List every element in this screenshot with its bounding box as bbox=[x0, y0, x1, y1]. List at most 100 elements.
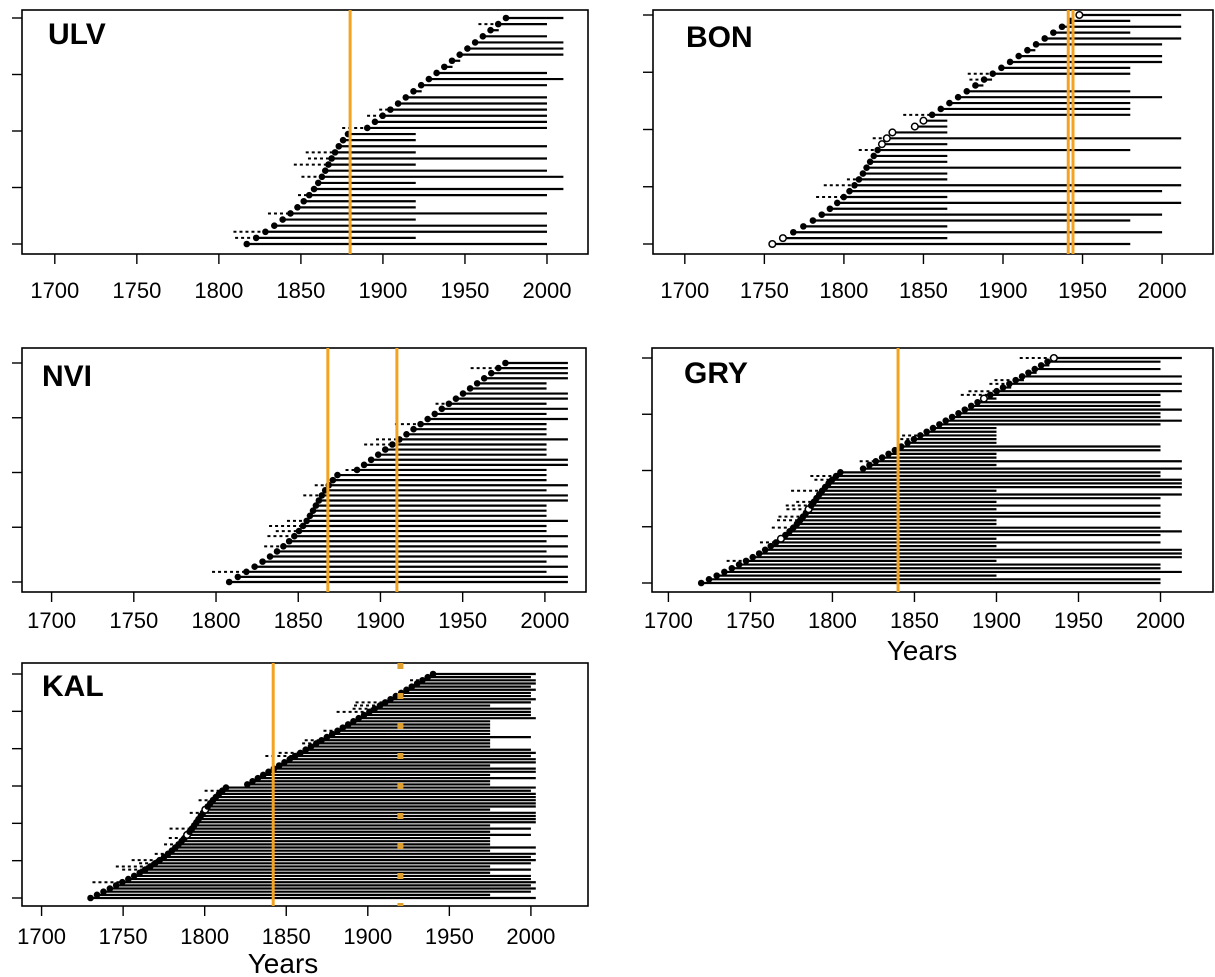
gry-series-pith-point bbox=[929, 424, 937, 432]
gry-series: 1700 1750 1800 1850 1900 1950 2000 bbox=[642, 348, 1185, 633]
bon-series-pith-point bbox=[778, 234, 787, 243]
nvi-series-pith-point bbox=[410, 425, 417, 433]
gry-series-pith-point bbox=[923, 428, 930, 436]
kal-series-pith-point bbox=[265, 768, 272, 776]
kal-x-tick-label-1750: 1750 bbox=[99, 924, 148, 949]
gry-series-pith-point bbox=[859, 465, 867, 472]
ulv-series-pith-point bbox=[363, 124, 371, 132]
bon-series-pith-point bbox=[809, 217, 817, 224]
kal-title: KAL bbox=[42, 670, 104, 703]
kal-series-pith-point bbox=[244, 781, 251, 788]
kal-series-pith-point bbox=[344, 721, 352, 728]
kal-x-tick-label-2000: 2000 bbox=[506, 924, 555, 949]
gry-series-pith-point bbox=[761, 546, 769, 554]
nvi-series-pith-point bbox=[353, 466, 361, 474]
nvi-series-pith-point bbox=[374, 451, 382, 458]
kal-series-pith-point bbox=[429, 670, 437, 678]
nvi-series-pith-point bbox=[303, 517, 311, 525]
kal-series-pith-point bbox=[146, 863, 154, 870]
gry-series-pith-point bbox=[961, 406, 969, 413]
bon-series-pith-point bbox=[870, 152, 878, 160]
gry-series-pith-point bbox=[891, 446, 899, 454]
gry-series-pith-point bbox=[917, 432, 924, 439]
gry-series-pith-point bbox=[872, 457, 880, 465]
kal-series-pith-point bbox=[312, 740, 320, 747]
kal-series-pith-point bbox=[297, 749, 304, 757]
gry-series-pith-point bbox=[1012, 376, 1020, 384]
ulv-series-pith-point bbox=[339, 136, 347, 144]
bon-series-pith-point bbox=[989, 70, 997, 78]
gry-series-pith-point bbox=[1044, 358, 1051, 365]
panel-gry: GRY 1700 1750 1800 1850 1900 1950 2000 Years bbox=[642, 347, 1214, 666]
nvi-series-pith-point bbox=[360, 461, 368, 469]
bon-series-pith-point bbox=[1006, 58, 1014, 66]
ulv-x-tick-label-1900: 1900 bbox=[358, 278, 407, 303]
gry-series-pith-point bbox=[974, 398, 981, 406]
kal-series-pith-point bbox=[106, 885, 114, 892]
gry-series-pith-point bbox=[986, 391, 994, 399]
ulv-series-pith-point bbox=[417, 81, 425, 89]
kal-x-tick-label-1800: 1800 bbox=[180, 924, 229, 949]
nvi-series-pith-point bbox=[295, 527, 303, 535]
kal-series-pith-point bbox=[93, 891, 101, 899]
ulv-series-pith-point bbox=[479, 33, 487, 40]
gry-series-pith-point bbox=[1031, 365, 1039, 373]
ulv-x-tick-label-1750: 1750 bbox=[112, 278, 161, 303]
bon-series-pith-point bbox=[863, 164, 870, 171]
nvi-x-tick-label-1950: 1950 bbox=[438, 608, 487, 633]
ulv-x-tick-label-2000: 2000 bbox=[523, 278, 572, 303]
bon-plot-frame bbox=[652, 9, 1214, 255]
gry-series-pith-point bbox=[910, 435, 918, 443]
gry-series-pith-point bbox=[993, 387, 1000, 395]
bon-series-pith-point bbox=[874, 146, 881, 154]
kal-series-pith-point bbox=[259, 771, 267, 779]
ulv-series-pith-point bbox=[425, 75, 433, 83]
gry-series-pith-point bbox=[742, 557, 750, 565]
kal-x-axis-label: Years bbox=[248, 948, 319, 977]
kal-series-pith-point bbox=[419, 677, 426, 684]
kal-series-pith-point bbox=[371, 705, 378, 713]
nvi-series-pith-point bbox=[381, 446, 389, 453]
bon-series-pith-point bbox=[846, 187, 853, 195]
ulv-series-pith-point bbox=[321, 167, 329, 175]
kal-series-pith-point bbox=[254, 774, 262, 782]
ulv-series-pith-point bbox=[471, 39, 479, 46]
nvi-series-pith-point bbox=[309, 507, 317, 514]
bon-series-pith-point bbox=[790, 228, 797, 236]
ulv-series-pith-point bbox=[379, 112, 386, 120]
kal-series-pith-point bbox=[318, 736, 325, 744]
bon-series-pith-point bbox=[998, 64, 1005, 72]
nvi-series-pith-point bbox=[259, 558, 266, 565]
ulv-series-pith-point bbox=[328, 155, 335, 162]
bon-series-pith-point bbox=[910, 122, 919, 131]
kal-series-pith-point bbox=[408, 683, 416, 690]
ulv-series-pith-point bbox=[300, 197, 308, 205]
kal-series-pith-point bbox=[376, 702, 384, 709]
nvi-series-pith-point bbox=[445, 400, 453, 408]
nvi-series-pith-point bbox=[318, 492, 326, 499]
gry-series-pith-point bbox=[878, 454, 886, 461]
kal-series-pith-point bbox=[112, 882, 120, 889]
ulv-title: ULV bbox=[48, 18, 106, 51]
gry-series-pith-point bbox=[1006, 380, 1013, 388]
ulv-series-pith-point bbox=[279, 216, 286, 223]
ulv-series-pith-point bbox=[456, 51, 464, 58]
kal-series-pith-point bbox=[130, 872, 138, 880]
ulv-x-tick-label-1950: 1950 bbox=[440, 278, 489, 303]
bon-series-pith-point bbox=[928, 111, 936, 119]
nvi-series-pith-point bbox=[438, 405, 446, 413]
bon-series-pith-point bbox=[946, 99, 953, 107]
nvi-series-pith-point bbox=[480, 374, 488, 382]
ulv-plot-frame bbox=[21, 9, 589, 255]
bon-x-tick-label-1950: 1950 bbox=[1058, 278, 1107, 303]
kal-series-pith-point bbox=[281, 759, 288, 766]
bon-series-pith-point bbox=[1015, 52, 1023, 60]
ulv-series-pith-point bbox=[487, 26, 494, 34]
nvi-series-pith-point bbox=[431, 410, 439, 418]
bon-series-pith-point bbox=[1058, 23, 1066, 31]
gry-series-pith-point bbox=[904, 439, 911, 447]
kal-series-pith-point bbox=[136, 869, 144, 877]
kal-series-pith-point bbox=[328, 730, 336, 738]
ulv-series-pith-point bbox=[287, 210, 294, 217]
gry-series-pith-point bbox=[749, 553, 757, 561]
